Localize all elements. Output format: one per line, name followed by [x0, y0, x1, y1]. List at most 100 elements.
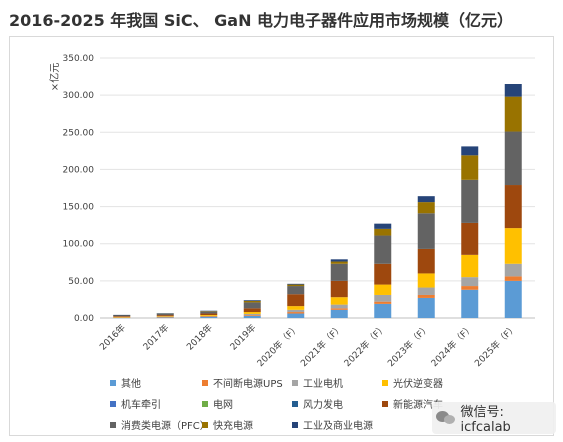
bar-segment	[243, 315, 261, 316]
bar-segment	[156, 313, 174, 314]
bar-segment	[417, 196, 435, 203]
chart-title: 2016-2025 年我国 SiC、 GaN 电力电子器件应用市场规模（亿元）	[9, 11, 514, 30]
bar-segment	[461, 254, 479, 278]
bar-segment	[504, 96, 522, 132]
bar-segment	[417, 287, 435, 295]
bar-segment	[461, 179, 479, 223]
bar-segment	[417, 294, 435, 298]
bar-segment	[156, 316, 174, 317]
bar-segment	[156, 315, 174, 317]
bar-segment	[200, 315, 218, 317]
y-tick-label: 250.00	[63, 128, 95, 138]
bar-segment	[417, 297, 435, 318]
y-tick-label: 150.00	[63, 203, 95, 213]
bar-segment	[504, 185, 522, 229]
bar-segment	[417, 248, 435, 274]
bar-segment	[200, 311, 218, 312]
bars	[113, 84, 522, 319]
bar-segment	[200, 311, 218, 314]
bar-segment	[504, 263, 522, 277]
bar-segment	[374, 301, 392, 304]
bar-segment	[461, 146, 479, 156]
bar-segment	[287, 294, 305, 307]
x-tick-label: 2019年	[227, 322, 258, 353]
bar-segment	[461, 155, 479, 180]
bar-segment	[200, 313, 218, 316]
x-tick-label: 2017年	[140, 322, 171, 353]
y-axis-label: ×亿元	[48, 63, 61, 91]
bar-segment	[287, 313, 305, 318]
bar-segment	[504, 276, 522, 281]
bar-segment	[330, 263, 348, 281]
bar-segment	[287, 284, 305, 287]
y-tick-label: 300.00	[63, 91, 95, 101]
y-tick-label: 0.00	[74, 314, 94, 324]
bar-segment	[461, 286, 479, 290]
bar-segment	[156, 317, 174, 318]
bar-segment	[113, 316, 131, 318]
bar-segment	[287, 306, 305, 310]
bar-segment	[200, 310, 218, 312]
bar-segment	[156, 313, 174, 316]
bar-segment	[330, 304, 348, 309]
x-tick-label: 2024年（F）	[428, 322, 475, 369]
bar-segment	[504, 228, 522, 264]
x-tick-label: 2022年（F）	[341, 322, 388, 369]
bar-segment	[417, 273, 435, 288]
y-tick-label: 350.00	[63, 54, 95, 64]
y-tick-label: 50.00	[68, 277, 94, 287]
bar-segment	[156, 316, 174, 318]
grid-lines	[100, 57, 535, 319]
bar-segment	[374, 235, 392, 264]
x-tick-label: 2023年（F）	[385, 322, 432, 369]
bar-segment	[113, 315, 131, 317]
wechat-watermark: 微信号: icfcalab	[432, 402, 556, 435]
x-tick-label: 2021年（F）	[298, 322, 345, 369]
bar-segment	[243, 302, 261, 309]
watermark-text: 微信号: icfcalab	[460, 405, 511, 435]
bar-segment	[461, 277, 479, 287]
bar-segment	[243, 300, 261, 301]
bar-segment	[113, 314, 131, 316]
bar-segment	[243, 300, 261, 303]
y-axis: 0.00 50.00 100.00 150.00 200.00 250.00 300.00 3…	[63, 54, 95, 324]
bar-segment	[330, 309, 348, 318]
bar-segment	[330, 308, 348, 310]
bar-segment	[374, 223, 392, 229]
bar-segment	[200, 316, 218, 318]
x-tick-label: 2020年（F）	[254, 322, 301, 369]
chart-panel: 0.00 50.00 100.00 150.00 200.00 250.00 300.00 3…	[9, 36, 554, 436]
y-tick-label: 200.00	[63, 165, 95, 175]
bar-segment	[374, 263, 392, 285]
bar-segment	[374, 284, 392, 295]
bar-segment	[287, 286, 305, 295]
x-tick-label: 2025年（F）	[472, 322, 519, 369]
bar-segment	[287, 283, 305, 285]
bar-segment	[374, 228, 392, 236]
bar-segment	[504, 131, 522, 186]
bar-segment	[461, 289, 479, 318]
bar-segment	[243, 308, 261, 313]
bar-segment	[504, 84, 522, 97]
bar-segment	[287, 312, 305, 314]
bar-segment	[243, 315, 261, 318]
bar-segment	[461, 222, 479, 255]
bar-segment	[200, 316, 218, 318]
x-axis: 2016年 2017年 2018年 2019年2020年（F）2021年（F）2022…	[97, 322, 520, 369]
bar-segment	[374, 294, 392, 302]
bar-segment	[113, 316, 131, 317]
wechat-icon	[436, 410, 456, 426]
bar-segment	[330, 280, 348, 298]
bar-segment	[243, 312, 261, 314]
bar-segment	[417, 213, 435, 249]
bar-segment	[287, 309, 305, 313]
y-tick-label: 100.00	[63, 240, 95, 250]
x-tick-label: 2018年	[184, 322, 215, 353]
bar-segment	[417, 202, 435, 214]
stacked-bar-chart: 0.00 50.00 100.00 150.00 200.00 250.00 300.00 3…	[48, 54, 535, 369]
bar-segment	[374, 303, 392, 318]
bar-segment	[200, 315, 218, 316]
bar-segment	[113, 317, 131, 318]
x-tick-label: 2016年	[97, 322, 128, 353]
bar-segment	[330, 261, 348, 264]
